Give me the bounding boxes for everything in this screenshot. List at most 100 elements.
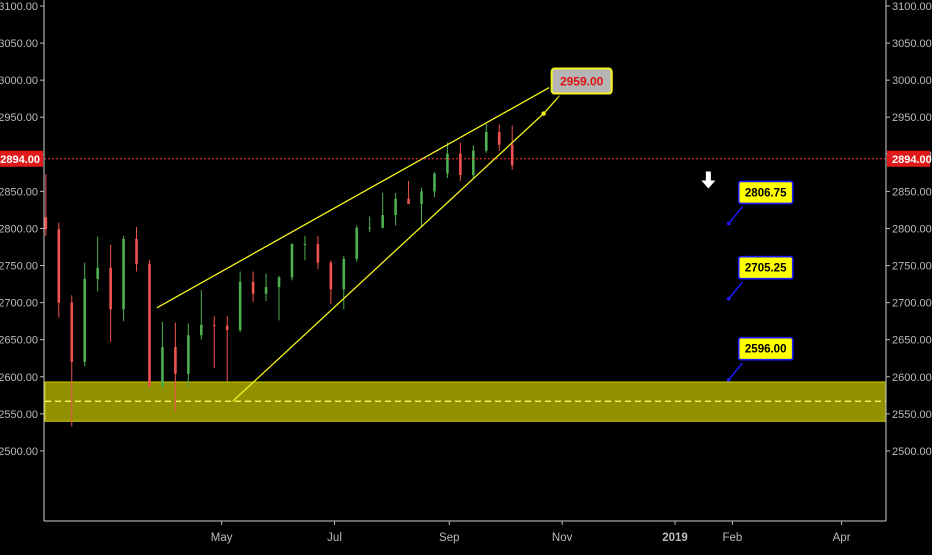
candle-body: [277, 277, 281, 288]
candle-body: [497, 132, 501, 145]
target-anchor-dot: [726, 377, 731, 382]
candle-body: [290, 244, 294, 278]
candle-body: [316, 244, 320, 263]
y-tick-label-right: 3050.00: [892, 38, 932, 50]
x-tick-label: Apr: [833, 532, 851, 544]
candle: [199, 290, 203, 340]
candle: [148, 259, 151, 388]
candle: [420, 187, 423, 227]
candle: [459, 142, 462, 182]
candle-body: [368, 227, 371, 229]
y-tick-label-right: 2850.00: [892, 186, 932, 198]
candle: [251, 271, 255, 302]
projection-anchor-dot: [541, 111, 546, 116]
y-tick-label-left: 2600.00: [0, 372, 38, 384]
channel-line-lower: [232, 113, 545, 402]
y-tick-label-left: 2500.00: [0, 446, 38, 458]
candle: [303, 235, 307, 261]
y-tick-label-left: 2550.00: [0, 409, 38, 421]
candle-body: [342, 258, 346, 290]
y-tick-label-right: 2750.00: [892, 261, 932, 273]
y-tick-label-right: 2600.00: [892, 372, 932, 384]
candle: [212, 315, 216, 368]
y-tick-label-left: 2700.00: [0, 298, 38, 310]
down-arrow-icon: [701, 171, 716, 189]
candle: [433, 172, 436, 198]
current-price-text-left: 2894.00: [0, 154, 40, 166]
candle-body: [394, 198, 397, 216]
candle: [497, 124, 501, 151]
candle-body: [303, 244, 307, 246]
target-label-box: [737, 255, 794, 280]
candle-body: [238, 281, 242, 331]
candle: [225, 315, 229, 382]
projection-leader: [543, 95, 561, 114]
candle: [187, 323, 190, 388]
candle-body: [381, 215, 384, 228]
candle: [510, 125, 514, 170]
candle: [394, 192, 397, 226]
x-tick-label: Jul: [327, 532, 342, 544]
target-label-box: [737, 336, 794, 361]
candle: [122, 235, 125, 322]
candle: [57, 222, 61, 318]
candle-body: [459, 153, 462, 176]
candle: [381, 192, 384, 229]
candle-body: [174, 347, 177, 374]
y-tick-label-left: 3000.00: [0, 75, 38, 87]
candle: [472, 145, 475, 179]
candle: [238, 271, 242, 333]
target-label-text: 2806.75: [745, 187, 787, 199]
candle-body: [510, 144, 514, 166]
y-tick-label-right: 2950.00: [892, 112, 932, 124]
candle: [446, 142, 449, 179]
candle-body: [355, 227, 359, 259]
x-tick-label: Nov: [552, 532, 573, 544]
candle: [355, 225, 359, 262]
candle: [407, 181, 410, 204]
x-tick-label: Sep: [439, 532, 459, 544]
x-tick-label: Feb: [722, 532, 742, 544]
y-tick-label-right: 2500.00: [892, 446, 932, 458]
candle: [342, 255, 346, 310]
candle-body: [407, 198, 410, 204]
current-price-text-right: 2894.00: [892, 154, 932, 166]
target-leader: [728, 205, 744, 224]
candle: [484, 123, 488, 153]
candle-body: [329, 262, 333, 290]
candle-body: [212, 324, 216, 326]
y-tick-label-right: 3000.00: [892, 75, 932, 87]
candle-body: [135, 238, 138, 265]
projection-label-box: [550, 67, 613, 95]
target-anchor-dot: [726, 221, 731, 226]
y-tick-label-right: 2550.00: [892, 409, 932, 421]
y-tick-label-right: 2650.00: [892, 335, 932, 347]
candle-body: [96, 267, 99, 279]
current-price-tag-right: [887, 150, 930, 167]
candle-body: [199, 324, 203, 336]
candle: [277, 275, 281, 321]
candle-body: [264, 287, 268, 294]
candle-body: [109, 267, 112, 310]
candle: [368, 216, 371, 233]
candle: [109, 244, 112, 342]
candle-body: [44, 217, 48, 230]
candle: [83, 262, 87, 367]
candle-body: [83, 278, 87, 362]
candle: [290, 243, 294, 281]
y-tick-label-left: 2750.00: [0, 261, 38, 273]
candle-body: [70, 302, 74, 362]
candle-body: [57, 229, 61, 303]
candle-body: [433, 173, 436, 192]
x-tick-label: May: [211, 532, 233, 544]
candle: [161, 321, 164, 388]
target-callout: 2705.25: [726, 255, 794, 301]
y-tick-label-left: 3100.00: [0, 1, 38, 13]
x-tick-label: 2019: [662, 532, 688, 544]
candle: [44, 174, 48, 236]
target-label-text: 2596.00: [745, 344, 787, 356]
target-callout: 2596.00: [726, 336, 794, 382]
candle-body: [187, 335, 190, 374]
